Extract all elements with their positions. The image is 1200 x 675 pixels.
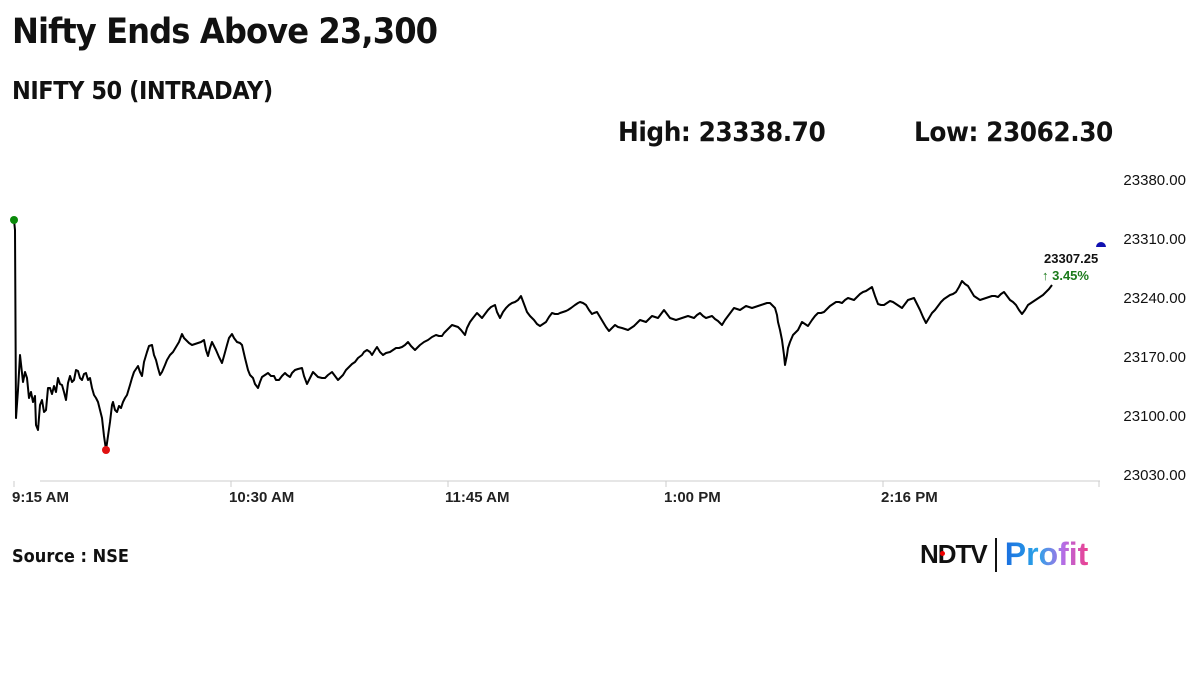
x-tick-label: 1:00 PM <box>664 489 721 506</box>
x-axis-ticks <box>13 481 1100 487</box>
high-value: High: 23338.70 <box>618 117 826 148</box>
y-tick-label: 23380.00 <box>1123 172 1186 189</box>
logo-profit: Profit <box>1004 536 1089 572</box>
x-tick-label: 9:15 AM <box>12 489 69 506</box>
logo-red-dot-icon <box>940 551 945 556</box>
y-tick-label: 23240.00 <box>1123 290 1186 307</box>
last-value-label: 23307.25 <box>1044 251 1099 266</box>
logo-divider <box>994 537 997 572</box>
y-tick-label: 23100.00 <box>1123 408 1186 425</box>
ndtv-profit-logo: NDTV Profit <box>920 536 1088 573</box>
chart-subtitle: NIFTY 50 (INTRADAY) <box>12 76 273 105</box>
x-tick-label: 10:30 AM <box>229 489 295 506</box>
y-tick-label: 23170.00 <box>1123 349 1186 366</box>
last-marker <box>1096 242 1106 247</box>
y-tick-label: 23030.00 <box>1123 467 1186 484</box>
y-tick-label: 23310.00 <box>1123 231 1186 248</box>
logo-ndtv: NDTV <box>920 539 988 569</box>
source-note: Source : NSE <box>12 546 129 567</box>
x-tick-label: 2:16 PM <box>881 489 938 506</box>
page-title: Nifty Ends Above 23,300 <box>12 12 438 52</box>
low-marker <box>102 446 110 454</box>
low-value: Low: 23062.30 <box>914 117 1113 148</box>
x-tick-label: 11:45 AM <box>445 489 510 506</box>
change-percent-label: ↑ 3.45% <box>1042 268 1089 283</box>
price-line <box>13 219 1053 451</box>
high-marker <box>10 216 18 224</box>
